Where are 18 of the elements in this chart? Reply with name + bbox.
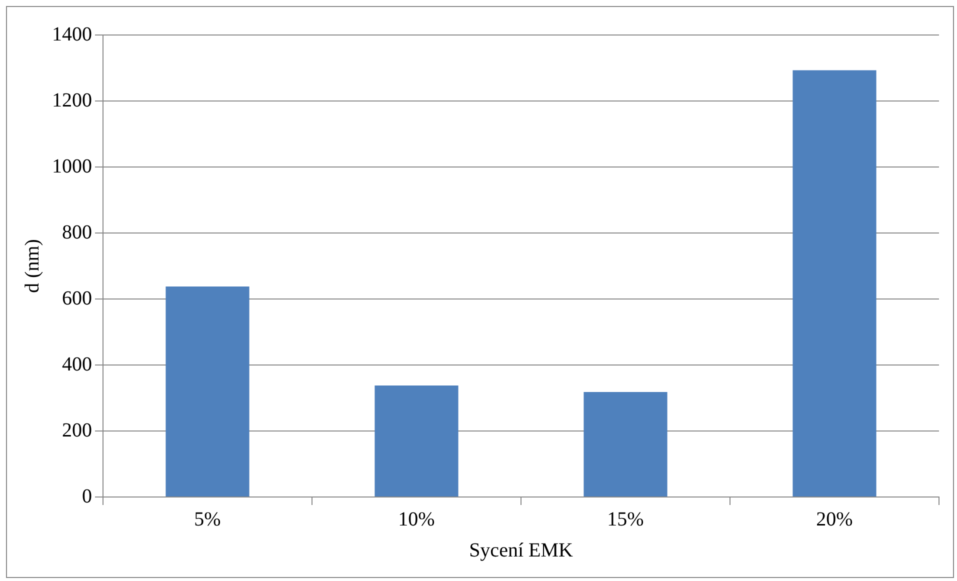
y-axis-title: d (nm)	[21, 239, 44, 293]
x-tick-label: 15%	[607, 508, 644, 530]
x-tick-label: 5%	[194, 508, 221, 530]
y-tick-label: 400	[62, 353, 92, 376]
x-tick-label: 20%	[816, 508, 853, 530]
bar	[166, 286, 250, 496]
y-tick-label: 0	[82, 485, 92, 508]
y-tick-label: 1000	[52, 155, 92, 178]
y-tick-label: 600	[62, 287, 92, 310]
x-axis-title: Sycení EMK	[469, 539, 574, 562]
y-tick-label: 1400	[52, 23, 92, 46]
y-tick-label: 800	[62, 221, 92, 244]
bar	[374, 385, 458, 496]
bar	[584, 392, 668, 496]
y-tick-label: 1200	[52, 89, 92, 112]
x-tick-label: 10%	[398, 508, 435, 530]
y-tick-label: 200	[62, 419, 92, 442]
bar	[792, 70, 876, 496]
